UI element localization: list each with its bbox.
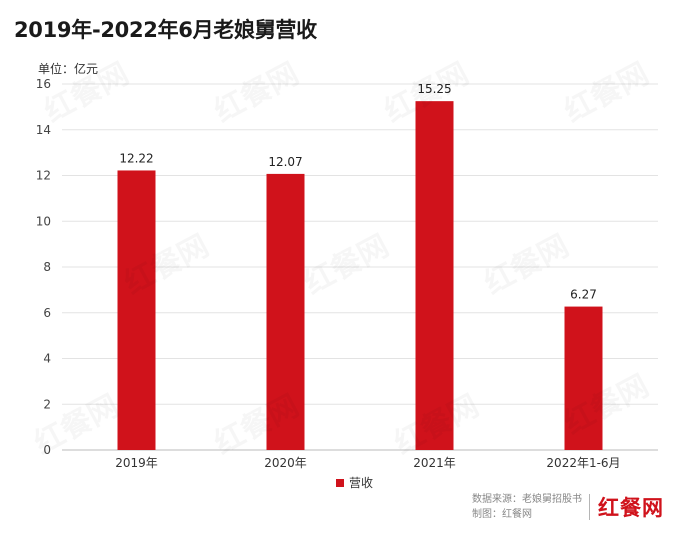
y-tick-label: 6: [43, 306, 51, 320]
y-tick-label: 2: [43, 397, 51, 411]
x-tick-label: 2020年: [264, 456, 307, 470]
x-tick-label: 2019年: [115, 456, 158, 470]
bar: [564, 306, 603, 450]
y-tick-label: 12: [36, 169, 51, 183]
legend: 营收: [336, 474, 373, 491]
bar: [415, 101, 454, 450]
y-tick-label: 0: [43, 443, 51, 457]
x-tick-label: 2021年: [413, 456, 456, 470]
legend-swatch: [336, 478, 344, 487]
y-tick-label: 14: [36, 123, 51, 137]
bar: [117, 170, 156, 450]
data-label: 12.22: [119, 151, 153, 165]
y-tick-label: 10: [36, 214, 51, 228]
data-label: 15.25: [417, 82, 451, 96]
unit-label: 单位：亿元: [38, 62, 99, 76]
chart-title: 2019年-2022年6月老娘舅营收: [14, 18, 317, 42]
legend-label: 营收: [349, 476, 374, 490]
x-tick-label: 2022年1-6月: [546, 456, 620, 470]
bar: [266, 173, 305, 450]
y-tick-label: 8: [43, 260, 51, 274]
y-tick-label: 4: [43, 352, 51, 366]
y-tick-label: 16: [36, 77, 51, 91]
data-label: 12.07: [268, 155, 302, 169]
data-label: 6.27: [570, 288, 597, 302]
